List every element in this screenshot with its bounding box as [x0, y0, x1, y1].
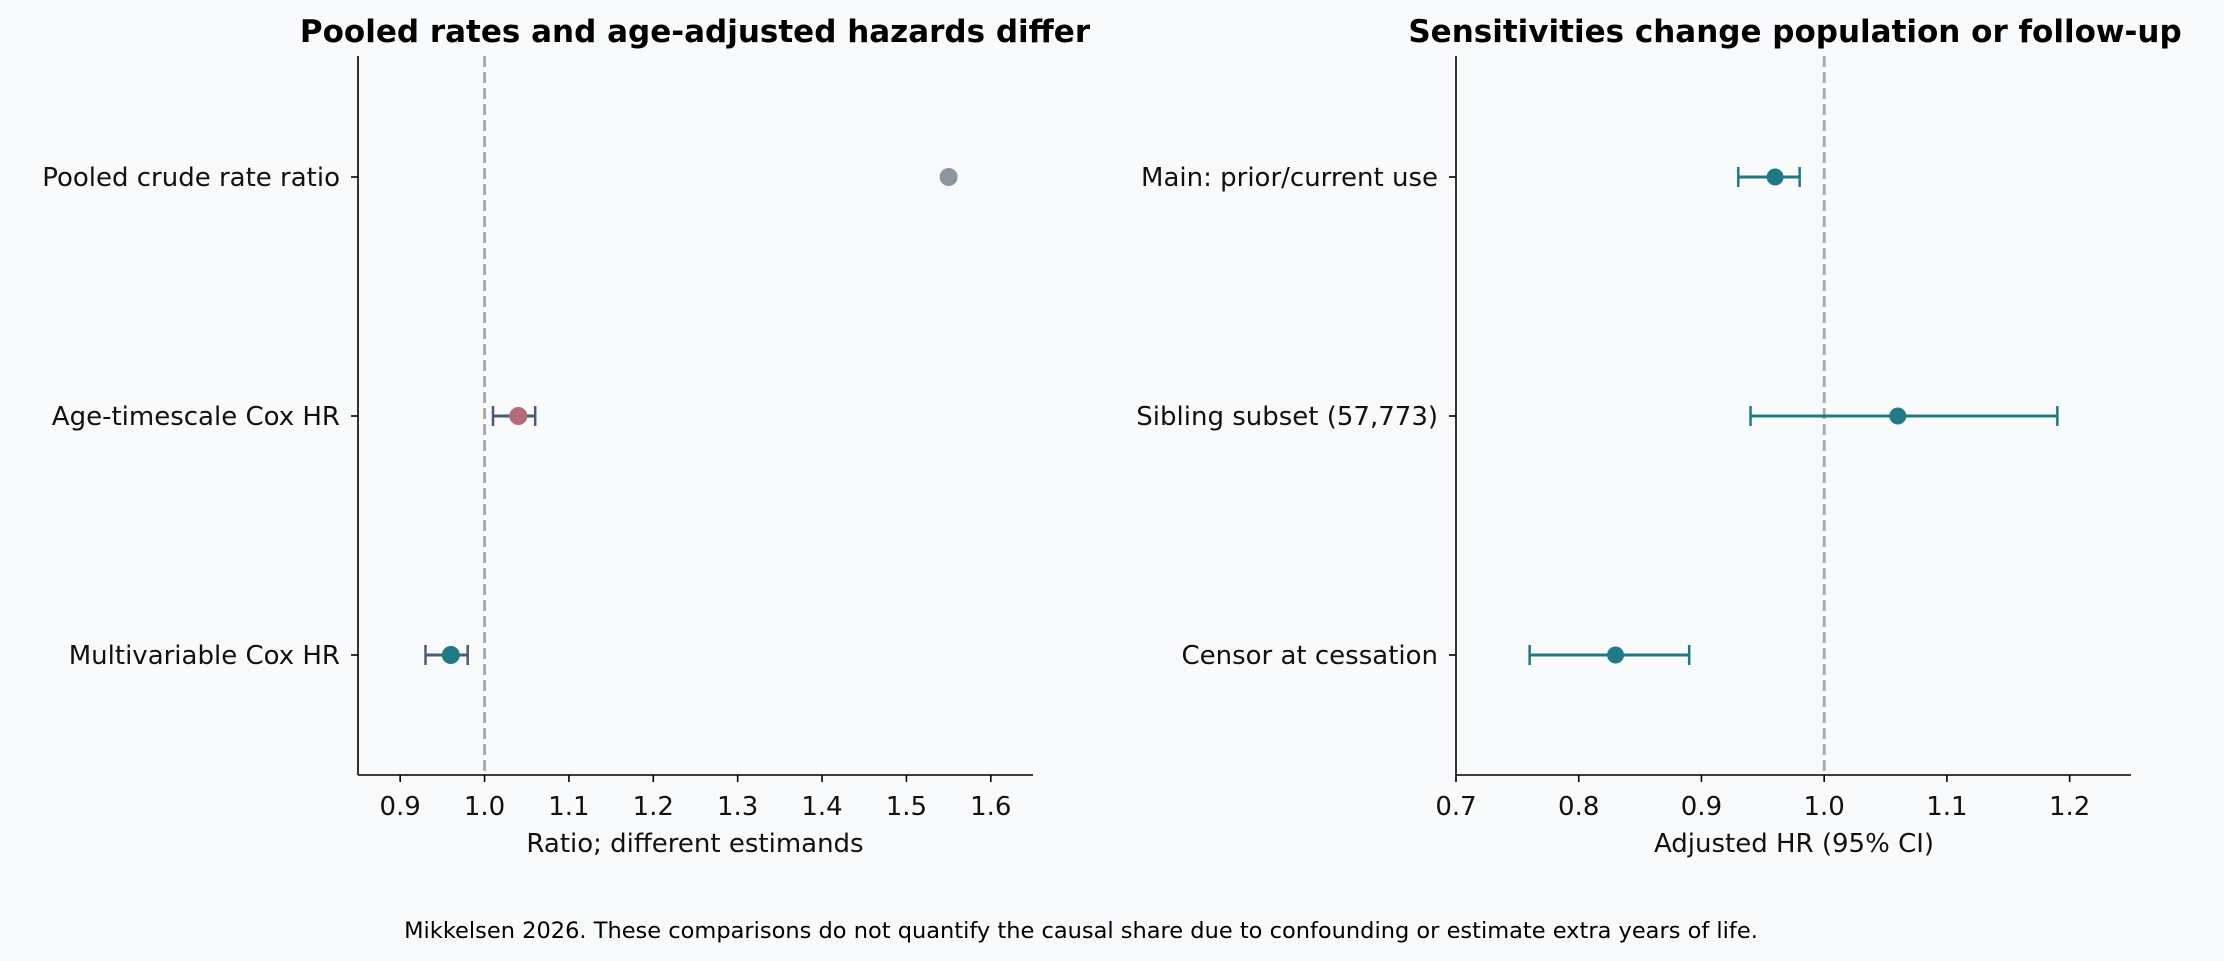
right-point-2 — [1607, 646, 1625, 664]
left-x-tick-label-3: 1.2 — [633, 792, 674, 822]
panel-right-title: Sensitivities change population or follo… — [1408, 14, 2181, 50]
left-point-2 — [441, 646, 460, 664]
panel-left-xlabel: Ratio; different estimands — [526, 829, 863, 859]
left-x-tick-label-6: 1.5 — [886, 792, 927, 822]
right-x-tick-label-5: 1.2 — [2049, 792, 2090, 822]
left-x-tick-label-1: 1.0 — [464, 792, 505, 822]
left-row-label-1: Age-timescale Cox HR — [52, 402, 340, 432]
right-x-tick-label-1: 0.8 — [1558, 792, 1599, 822]
right-x-tick-label-2: 0.9 — [1681, 792, 1722, 822]
panel-left-plot: 0.9 1.0 1.1 1.2 1.3 1.4 1.5 1.6 Pooled crude rat… — [42, 56, 1033, 822]
panel-right-plot: 0.7 0.8 0.9 1.0 1.1 1.2 Main: prior/current us… — [1136, 56, 2131, 822]
right-point-0 — [1766, 168, 1784, 186]
panel-left: Pooled rates and age-adjusted hazards di… — [42, 14, 1091, 859]
left-x-tick-label-2: 1.1 — [548, 792, 589, 822]
panel-right: Sensitivities change population or follo… — [1136, 14, 2181, 859]
panel-left-title: Pooled rates and age-adjusted hazards di… — [300, 14, 1091, 50]
right-x-tick-label-0: 0.7 — [1435, 792, 1476, 822]
right-row-label-1: Sibling subset (57,773) — [1136, 402, 1438, 432]
right-row-label-0: Main: prior/current use — [1141, 163, 1438, 193]
left-point-1 — [509, 407, 528, 425]
left-x-tick-label-5: 1.4 — [801, 792, 842, 822]
left-x-tick-label-4: 1.3 — [717, 792, 758, 822]
footnote: Mikkelsen 2026. These comparisons do not… — [404, 918, 1758, 944]
panel-right-xlabel: Adjusted HR (95% CI) — [1654, 829, 1934, 859]
right-x-tick-label-4: 1.1 — [1926, 792, 1967, 822]
right-x-tick-label-3: 1.0 — [1804, 792, 1845, 822]
left-x-tick-label-7: 1.6 — [970, 792, 1011, 822]
left-row-label-0: Pooled crude rate ratio — [42, 163, 340, 193]
right-row-label-2: Censor at cessation — [1181, 641, 1438, 671]
left-point-0 — [939, 168, 958, 186]
right-point-1 — [1889, 407, 1907, 425]
left-x-tick-label-0: 0.9 — [380, 792, 421, 822]
left-row-label-2: Multivariable Cox HR — [69, 641, 340, 671]
